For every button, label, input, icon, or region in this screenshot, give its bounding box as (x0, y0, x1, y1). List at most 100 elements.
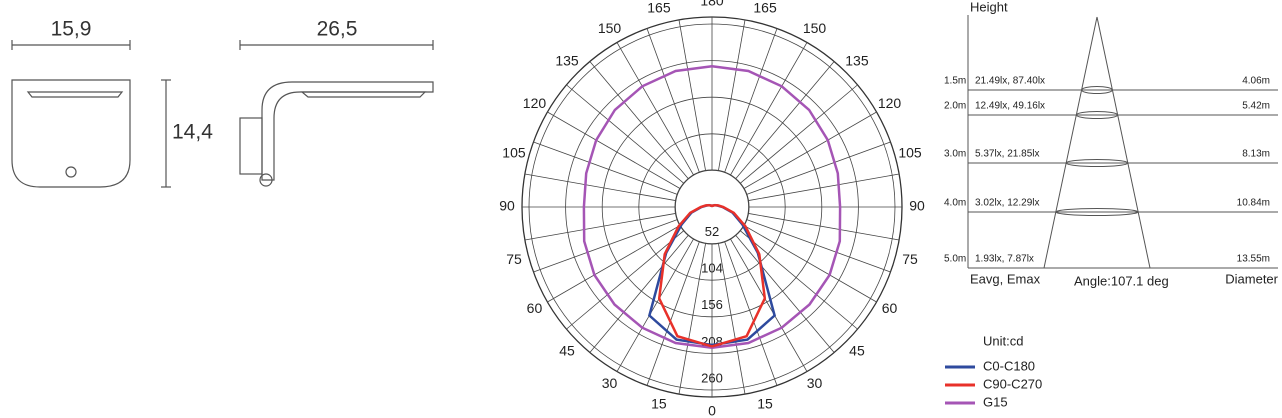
row-height: 1.5m (944, 76, 966, 87)
angle-label: 105 (502, 145, 526, 161)
width-label: 15,9 (51, 18, 92, 41)
polar-curve (582, 64, 713, 350)
radial-line (524, 213, 676, 241)
radial-line (730, 42, 808, 176)
ring (528, 23, 896, 391)
angle-label: 120 (523, 95, 547, 111)
spot-ellipse (1055, 208, 1139, 216)
cone-footer: Diameter (1225, 271, 1278, 286)
radial-line (724, 28, 778, 173)
spot-ellipse (1065, 159, 1129, 167)
ring-label: 156 (701, 297, 723, 312)
spot-ellipse (1081, 86, 1113, 94)
product-drawing (11, 40, 434, 188)
angle-label: 150 (803, 20, 827, 36)
ring-label: 104 (701, 261, 723, 276)
angle-label: 60 (882, 300, 898, 316)
ring (638, 133, 786, 281)
row-values: 5.37lx, 21.85lx (975, 149, 1040, 160)
row-height: 5.0m (944, 254, 966, 265)
radial-line (748, 173, 900, 201)
radial-line (746, 141, 891, 195)
radial-line (743, 225, 877, 303)
radial-line (589, 61, 689, 179)
radial-line (678, 19, 706, 171)
row-diameter: 13.55m (1237, 254, 1270, 265)
radial-line (678, 243, 706, 395)
polar-curve (657, 203, 713, 348)
radial-line (616, 42, 694, 176)
radial-line (718, 243, 746, 395)
row-height: 3.0m (944, 149, 966, 160)
angle-label: 105 (898, 145, 922, 161)
polar-curve (711, 64, 842, 350)
angle-label: 165 (647, 0, 671, 16)
angle-label: 165 (753, 0, 777, 16)
angle-label: 120 (878, 95, 902, 111)
angle-label: 135 (845, 53, 869, 69)
height-label: 14,4 (172, 121, 213, 144)
radial-line (718, 19, 746, 171)
angle-label: 45 (559, 343, 575, 359)
radial-line (524, 173, 676, 201)
radial-line (743, 111, 877, 189)
radial-line (735, 235, 835, 353)
ring (601, 96, 823, 318)
row-values: 12.49lx, 49.16lx (975, 101, 1045, 112)
angle-label: 90 (499, 198, 515, 214)
angle-label: 30 (807, 375, 823, 391)
angle-label: 0 (708, 403, 716, 418)
ring (565, 60, 859, 354)
radial-line (616, 238, 694, 372)
cone-title: Height (970, 0, 1008, 14)
angle-label: 180 (700, 0, 724, 9)
radial-line (547, 225, 681, 303)
ring-label: 52 (705, 224, 719, 239)
unit-label: Unit:cd (983, 333, 1023, 348)
radial-line (566, 230, 684, 330)
angle-label: 30 (602, 375, 618, 391)
angle-label: 150 (598, 20, 622, 36)
radial-line (547, 111, 681, 189)
radial-line (735, 61, 835, 179)
row-diameter: 4.06m (1242, 76, 1270, 87)
row-diameter: 10.84m (1237, 198, 1270, 209)
legend-label: G15 (983, 394, 1008, 409)
angle-label: 15 (757, 396, 773, 412)
angle-label: 75 (506, 251, 522, 267)
angle-label: 75 (902, 251, 918, 267)
ring (675, 169, 750, 244)
row-values: 3.02lx, 12.29lx (975, 198, 1040, 209)
angle-label: 60 (527, 300, 543, 316)
radial-line (740, 230, 858, 330)
radial-line (746, 219, 891, 273)
legend-label: C90-C270 (983, 376, 1042, 391)
row-height: 4.0m (944, 198, 966, 209)
cone-edge (1043, 16, 1098, 269)
radial-line (730, 238, 808, 372)
cone-diagram: 1.5m 21.49lx, 87.40lx 4.06m 2.0m 12.49lx, 49… (944, 15, 1278, 269)
inner-circle (674, 169, 750, 245)
spot-ellipse (1075, 111, 1119, 119)
row-values: 21.49lx, 87.40lx (975, 76, 1045, 87)
row-diameter: 5.42m (1242, 101, 1270, 112)
radial-line (533, 141, 678, 195)
radial-line (724, 241, 778, 386)
radial-line (533, 219, 678, 273)
cone-footer: Eavg, Emax (970, 271, 1041, 286)
radial-line (748, 213, 900, 241)
radial-line (566, 84, 684, 184)
angle-label: 90 (909, 198, 925, 214)
angle-label: 135 (555, 53, 579, 69)
radial-line (589, 235, 689, 353)
depth-label: 26,5 (317, 18, 358, 41)
angle-label: 15 (651, 396, 667, 412)
polar-curve (711, 203, 767, 348)
legend: C0-C180 C90-C270 G15 (945, 358, 1042, 409)
row-height: 2.0m (944, 101, 966, 112)
legend-label: C0-C180 (983, 358, 1035, 373)
ring-label: 260 (701, 370, 723, 385)
cone-angle: Angle:107.1 deg (1074, 273, 1169, 288)
